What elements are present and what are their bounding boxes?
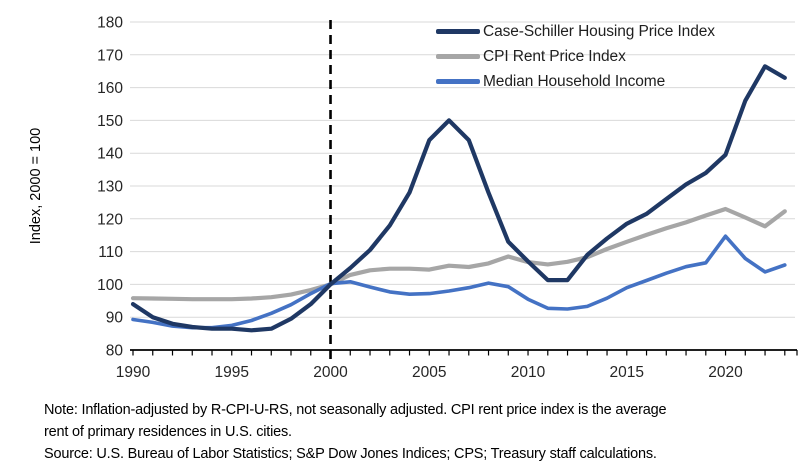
note-line-2: rent of primary residences in U.S. citie… — [44, 424, 292, 440]
legend-label: Median Household Income — [483, 72, 666, 90]
legend-swatch-cpi-rent-price-index — [436, 54, 480, 59]
series-line-median-household-income — [131, 234, 787, 330]
legend-item-cpi-rent-price-index: CPI Rent Price Index — [436, 44, 715, 69]
y-tick-label: 160 — [97, 80, 123, 97]
y-tick-label: 100 — [97, 277, 123, 294]
legend-label: CPI Rent Price Index — [483, 47, 626, 65]
series-line-case-schiller-housing-price-index — [130, 64, 787, 333]
y-tick-label: 120 — [97, 211, 123, 228]
x-tick-label: 1995 — [215, 364, 249, 381]
series-line-cpi-rent-price-index — [130, 206, 787, 302]
legend-swatch-case-schiller-housing-price-index — [436, 29, 480, 34]
chart-notes: Note: Inflation-adjusted by R-CPI-U-RS, … — [44, 399, 667, 465]
y-tick-label: 80 — [106, 343, 124, 360]
legend-item-case-schiller-housing-price-index: Case-Schiller Housing Price Index — [436, 19, 715, 44]
x-tick-label: 2020 — [708, 364, 743, 381]
note-line-1: Note: Inflation-adjusted by R-CPI-U-RS, … — [44, 402, 667, 418]
y-tick-label: 110 — [98, 244, 123, 261]
legend-label: Case-Schiller Housing Price Index — [483, 22, 715, 40]
x-tick-label: 2005 — [412, 364, 446, 381]
y-tick-label: 180 — [97, 15, 123, 32]
chart-plot-area: 80 90 100 110 120 130 140 150 160 170 180 1990 1995 2… — [97, 15, 798, 381]
x-tick-label: 2010 — [511, 364, 546, 381]
y-tick-label: 90 — [106, 310, 124, 327]
legend: Case-Schiller Housing Price Index CPI Ren… — [436, 19, 715, 94]
y-tick-label: 170 — [97, 47, 123, 64]
y-tick-label: 130 — [97, 179, 123, 196]
x-tick-label: 2015 — [610, 364, 644, 381]
x-tick-label: 1990 — [116, 364, 151, 381]
legend-swatch-median-household-income — [436, 79, 480, 84]
y-axis-title: Index, 2000 = 100 — [28, 127, 44, 245]
source-line: Source: U.S. Bureau of Labor Statistics;… — [44, 446, 657, 462]
x-tick-label: 2000 — [313, 364, 348, 381]
y-tick-label: 150 — [97, 113, 123, 130]
legend-item-median-household-income: Median Household Income — [436, 69, 715, 94]
y-tick-label: 140 — [97, 146, 123, 163]
